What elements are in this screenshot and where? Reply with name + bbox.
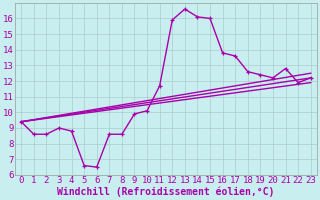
X-axis label: Windchill (Refroidissement éolien,°C): Windchill (Refroidissement éolien,°C)	[57, 187, 275, 197]
